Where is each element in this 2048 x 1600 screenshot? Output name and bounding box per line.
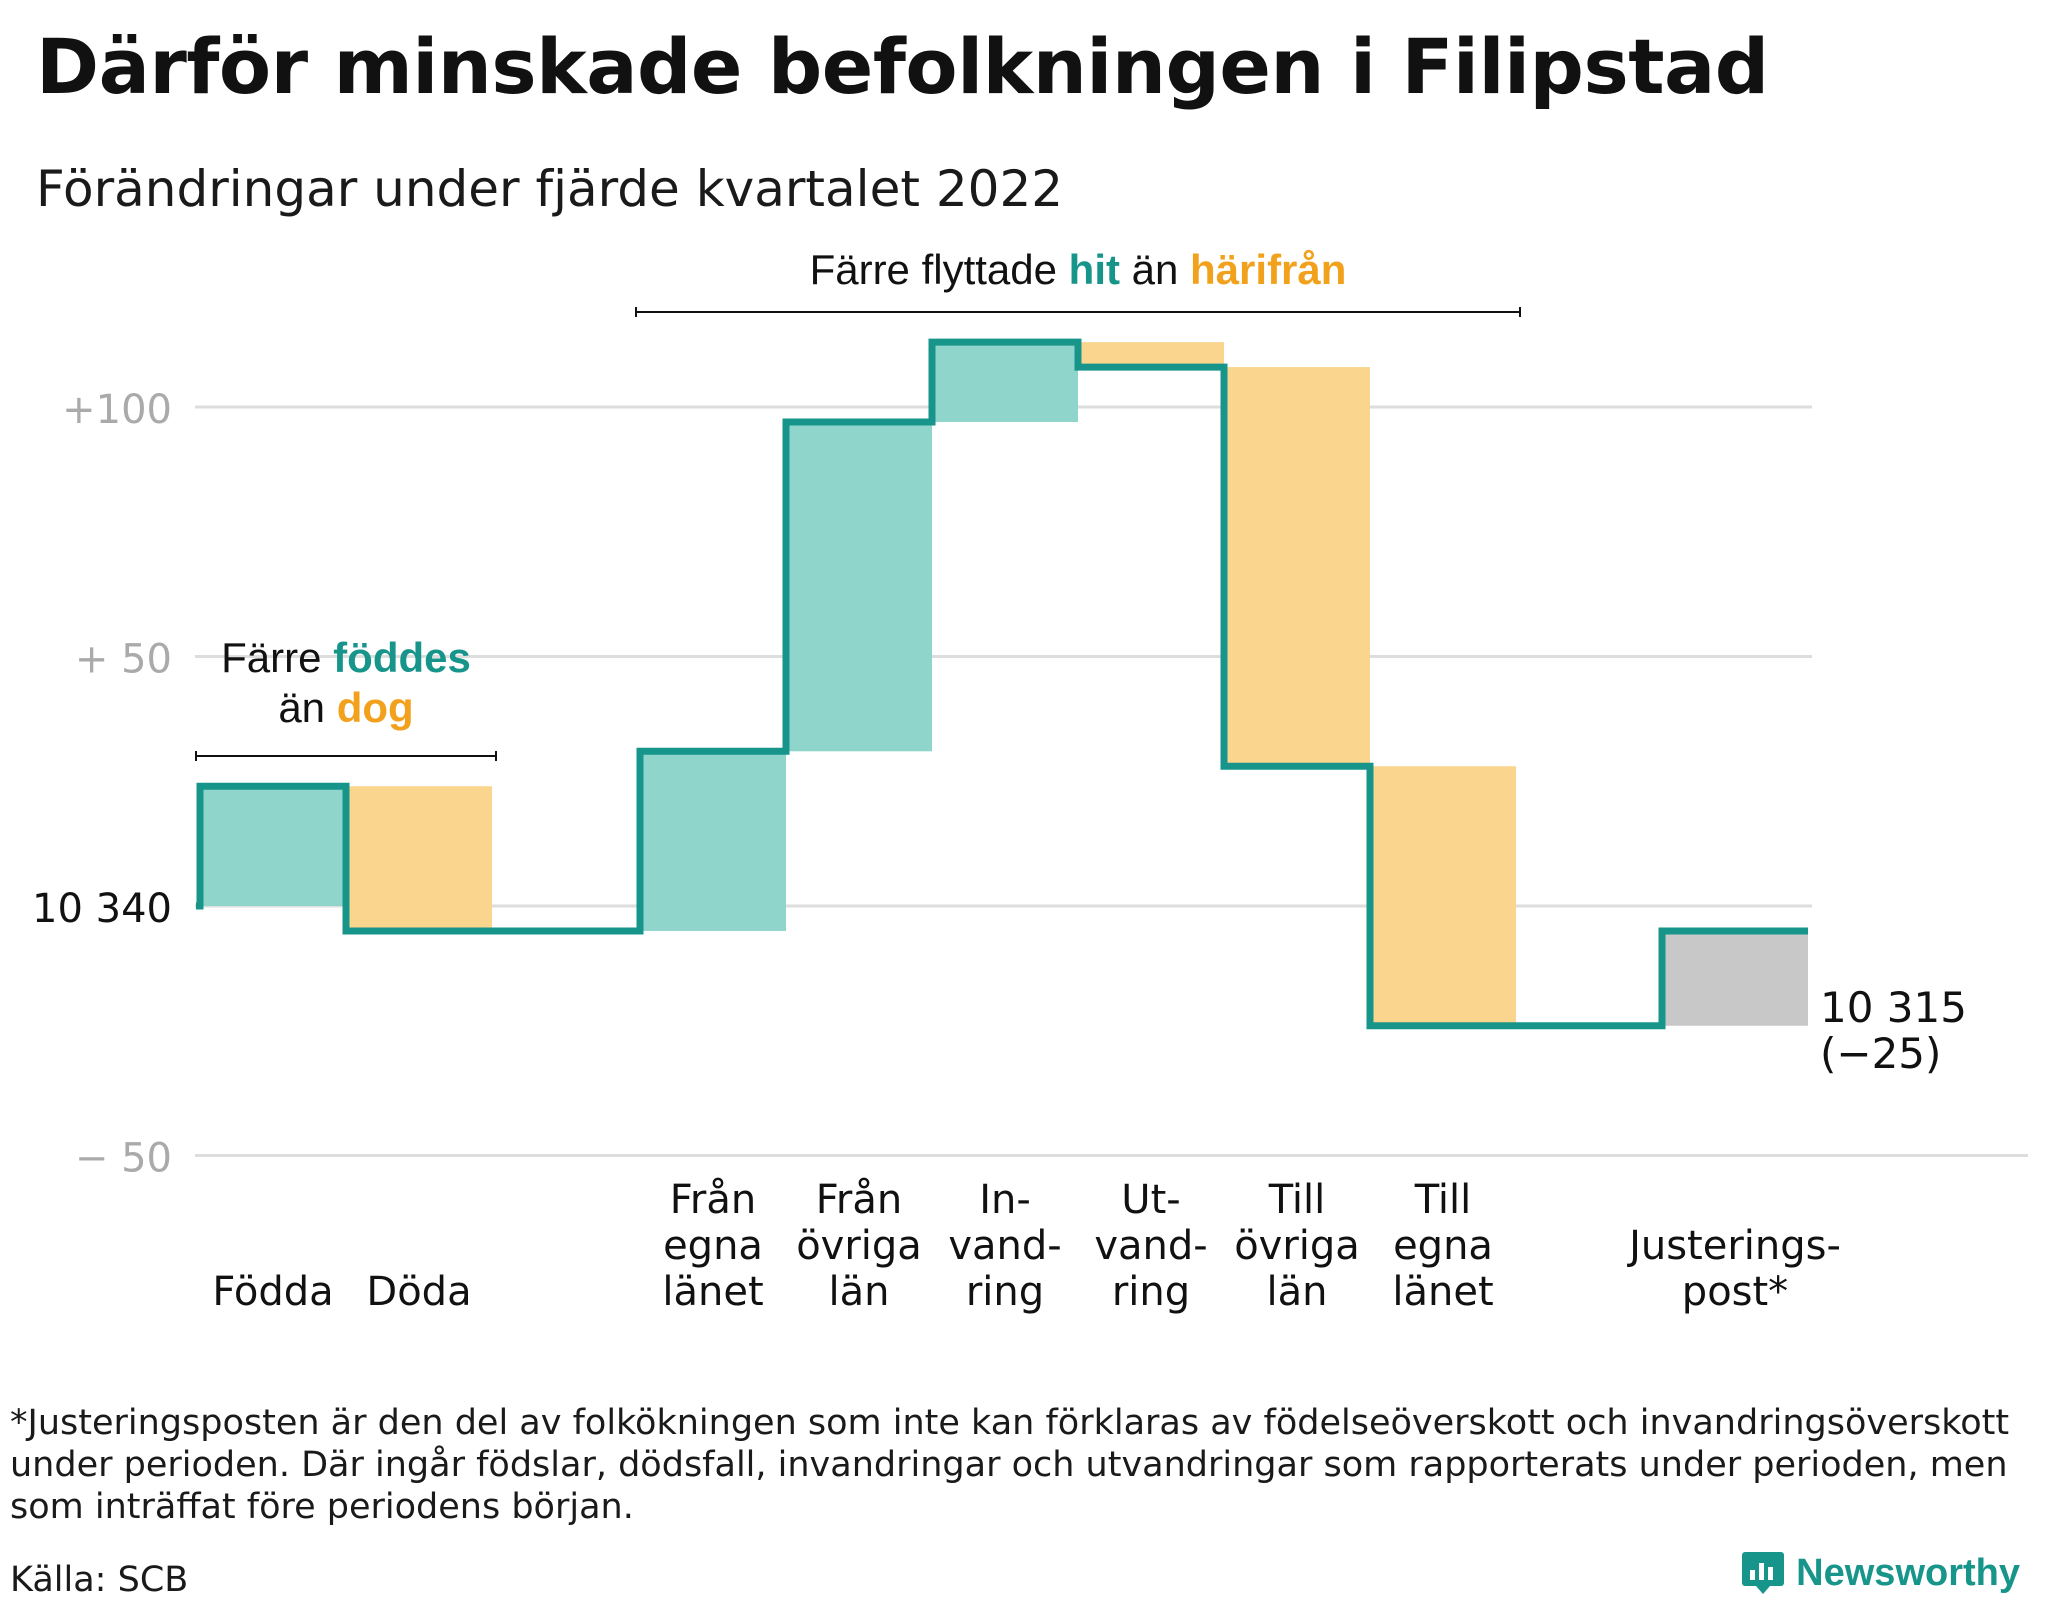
category-label: post* [1682, 1269, 1788, 1315]
annotation-text: Färre flyttade hit än härifrån [810, 246, 1347, 293]
bar-4 [932, 342, 1078, 422]
category-label: län [1267, 1269, 1328, 1315]
category-label: ring [966, 1269, 1044, 1315]
annotation-part: Färre flyttade [810, 246, 1069, 293]
category-label: Ut- [1121, 1177, 1180, 1223]
category-label: Döda [366, 1269, 471, 1315]
end-value-label: 10 315 [1820, 983, 1967, 1032]
annotation-part: Färre [221, 634, 333, 681]
y-tick-label: +100 [62, 387, 172, 433]
annotation-text: än dog [278, 684, 413, 731]
annotation-text: Färre föddes [221, 634, 471, 681]
category-label: Till [1414, 1177, 1472, 1223]
bar-2 [640, 751, 786, 931]
category-label: övriga [796, 1223, 922, 1269]
category-label: vand- [1094, 1223, 1207, 1269]
newsworthy-icon [1742, 1552, 1785, 1594]
brand-name: Newsworthy [1796, 1551, 2020, 1594]
bar-3 [786, 421, 932, 752]
annotation-part: dog [337, 684, 414, 731]
source-note: Källa: SCB [10, 1560, 189, 1600]
category-label: egna [663, 1223, 763, 1269]
y-tick-label: 10 340 [32, 886, 172, 932]
category-label: länet [662, 1269, 763, 1315]
category-label: länet [1392, 1269, 1493, 1315]
cumulative-step-line [196, 338, 1808, 1030]
annotation-part: härifrån [1190, 246, 1346, 293]
footnote: *Justeringsposten är den del av folkökni… [10, 1403, 2010, 1527]
category-label: län [829, 1269, 890, 1315]
annotation-part: än [278, 684, 336, 731]
y-tick-label: − 50 [75, 1136, 172, 1182]
chart-subtitle: Förändringar under fjärde kvartalet 2022 [36, 160, 1064, 218]
annotation-part: än [1120, 246, 1190, 293]
category-label: In- [979, 1177, 1031, 1223]
category-label: Justerings- [1626, 1223, 1841, 1269]
chart-title: Därför minskade befolkningen i Filipstad [36, 22, 1769, 111]
category-label: vand- [948, 1223, 1061, 1269]
category-label: egna [1393, 1223, 1493, 1269]
annotation-part: hit [1069, 246, 1120, 293]
category-label: Från [816, 1177, 902, 1223]
category-label: ring [1112, 1269, 1190, 1315]
bar-1 [346, 786, 492, 931]
category-label: övriga [1234, 1223, 1360, 1269]
y-tick-label: + 50 [75, 637, 172, 683]
brand-logo: Newsworthy [1740, 1550, 2020, 1596]
bar-8 [1662, 930, 1808, 1026]
end-value-label: (−25) [1820, 1029, 1941, 1078]
bar-6 [1224, 367, 1370, 767]
category-label: Födda [212, 1269, 333, 1315]
bar-7 [1370, 766, 1516, 1026]
bar-5 [1078, 342, 1224, 368]
category-label: Från [670, 1177, 756, 1223]
category-label: Till [1268, 1177, 1326, 1223]
bar-0 [200, 786, 346, 906]
annotation-part: föddes [333, 634, 471, 681]
